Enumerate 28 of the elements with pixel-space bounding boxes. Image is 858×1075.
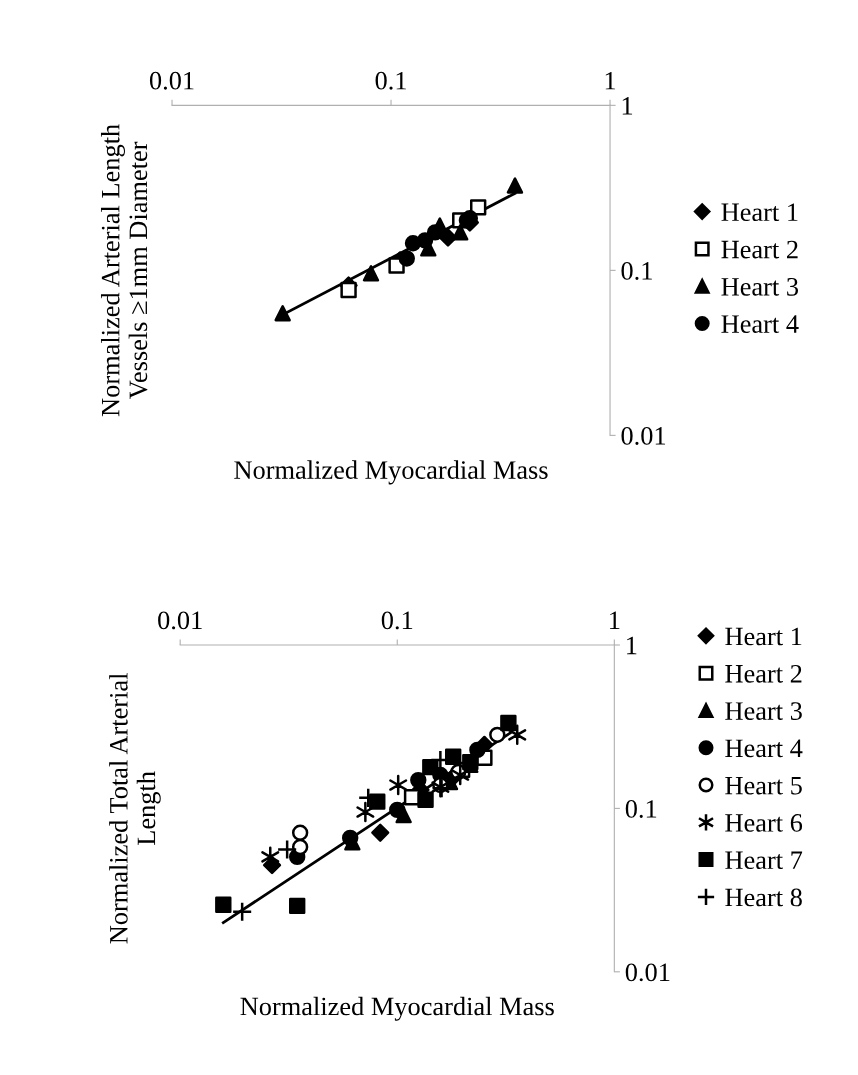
legend-label: Heart 7 bbox=[725, 851, 803, 870]
legend-label: Heart 1 bbox=[721, 203, 798, 222]
x-tick-label: 0.1 bbox=[375, 71, 406, 90]
legend-label: Heart 5 bbox=[725, 776, 802, 795]
y-axis-title: Normalized Total Arterial Length bbox=[109, 673, 161, 944]
x-tick-label: 0.1 bbox=[381, 611, 413, 630]
y-tick-label: 0.1 bbox=[625, 800, 657, 818]
y-tick-label: 0.01 bbox=[621, 426, 666, 445]
x-tick-label: 1 bbox=[605, 71, 616, 90]
y-tick-label: 1 bbox=[622, 97, 633, 115]
y-tick-label: 0.01 bbox=[625, 963, 670, 982]
legend-label: Heart 6 bbox=[725, 814, 803, 832]
legend-label: Heart 3 bbox=[721, 277, 799, 296]
x-tick-label: 0.01 bbox=[149, 71, 194, 90]
y-tick-label: 0.1 bbox=[621, 261, 652, 280]
x-axis-title: Normalized Myocardial Mass bbox=[240, 996, 554, 1021]
legend-label: Heart 4 bbox=[725, 739, 803, 758]
legend-label: Heart 2 bbox=[725, 664, 802, 683]
y-tick-label: 1 bbox=[627, 636, 637, 655]
legend-label: Heart 3 bbox=[725, 702, 802, 720]
x-tick-label: 0.01 bbox=[158, 611, 202, 630]
legend-label: Heart 1 bbox=[725, 627, 802, 646]
legend-label: Heart 2 bbox=[721, 240, 798, 259]
x-tick-label: 1 bbox=[610, 611, 620, 629]
legend-label: Heart 4 bbox=[721, 315, 799, 333]
y-axis-title: Normalized Arterial Length Vessels ≥1mm Diameter bbox=[100, 124, 148, 417]
legend-label: Heart 8 bbox=[725, 888, 802, 907]
x-axis-title: Normalized Myocardial Mass bbox=[234, 460, 548, 485]
